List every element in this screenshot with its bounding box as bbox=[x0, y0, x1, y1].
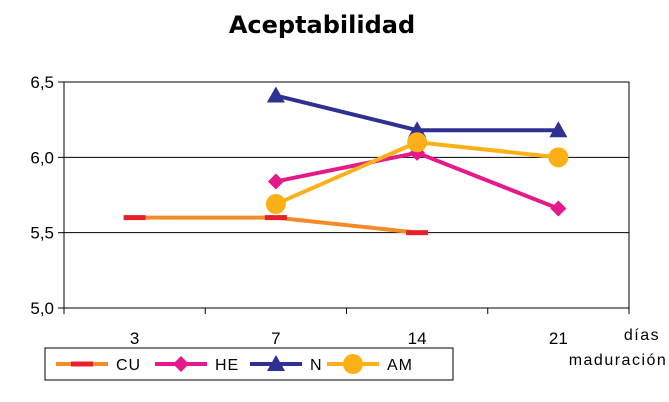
legend-box bbox=[44, 347, 454, 381]
y-tick-label: 5,0 bbox=[30, 299, 54, 318]
chart-title: Aceptabilidad bbox=[229, 11, 415, 39]
y-tick-label: 5,5 bbox=[30, 224, 54, 243]
legend-label: N bbox=[310, 357, 323, 374]
data-point-am bbox=[407, 132, 428, 153]
legend-marker bbox=[343, 354, 363, 374]
data-point-cu bbox=[123, 215, 146, 221]
data-point-cu bbox=[264, 215, 287, 221]
x-tick-label: 7 bbox=[271, 329, 280, 348]
x-axis: 3 7 14 21 bbox=[63, 308, 630, 348]
legend-item-n: N bbox=[250, 355, 323, 374]
data-point-he bbox=[267, 173, 284, 190]
data-point-am bbox=[548, 147, 569, 168]
x-tick-label: 3 bbox=[130, 329, 139, 348]
data-point-am bbox=[265, 194, 286, 215]
legend-marker bbox=[173, 356, 189, 372]
data-point-n bbox=[266, 86, 285, 103]
series-am bbox=[265, 132, 569, 215]
legend-label: HE bbox=[215, 357, 239, 374]
legend-label: CU bbox=[116, 357, 141, 374]
series-n bbox=[266, 86, 568, 138]
x-tick-label: 21 bbox=[549, 329, 568, 348]
legend-item-am: AM bbox=[327, 354, 413, 374]
y-tick-label: 6,0 bbox=[30, 148, 54, 167]
y-tick-label: 6,5 bbox=[30, 73, 54, 92]
plot-area bbox=[63, 81, 630, 309]
legend-label: AM bbox=[387, 357, 413, 374]
data-point-he bbox=[550, 200, 567, 217]
data-point-n bbox=[408, 121, 427, 138]
legend-item-cu: CU bbox=[56, 357, 141, 374]
x-axis-label-line1: días bbox=[624, 327, 660, 344]
data-point-n bbox=[549, 121, 568, 138]
legend-marker bbox=[267, 355, 285, 371]
series-cu bbox=[123, 215, 429, 236]
y-axis: 5,0 5,5 6,0 6,5 bbox=[30, 73, 64, 318]
data-point-cu bbox=[406, 230, 429, 236]
x-tick-label: 14 bbox=[408, 329, 427, 348]
legend-item-he: HE bbox=[155, 356, 239, 374]
x-axis-label-line2: maduración bbox=[569, 352, 668, 369]
gridlines bbox=[64, 156, 629, 234]
legend-marker bbox=[71, 361, 93, 367]
series-group bbox=[123, 86, 569, 236]
legend: CU HE N AM bbox=[44, 347, 454, 381]
